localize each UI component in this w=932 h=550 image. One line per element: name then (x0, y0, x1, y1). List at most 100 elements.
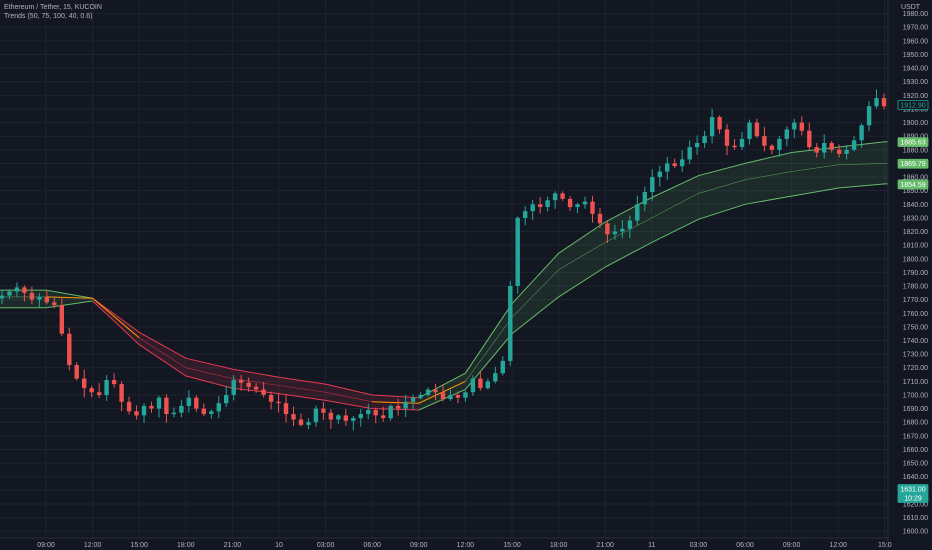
candle-body (687, 147, 692, 160)
symbol-title[interactable]: Ethereum / Tether, 15, KUCOIN (4, 4, 102, 11)
time-tick-label: 10 (275, 542, 283, 549)
candle-body (141, 405, 147, 416)
band-bull-upper (418, 141, 888, 399)
candle-body (500, 360, 505, 374)
candle-body (224, 395, 229, 404)
time-tick-label: 15:00 (503, 542, 521, 549)
candle-body (179, 405, 184, 413)
candle-body (216, 403, 221, 412)
price-label-box (897, 179, 929, 190)
currency-label: USDT (901, 4, 921, 11)
price-tick-label: 1750.00 (903, 324, 928, 331)
candle-body (605, 223, 610, 235)
candle-body (769, 145, 775, 150)
candle-body (373, 410, 378, 416)
candle-body (485, 381, 490, 389)
price-tick-label: 1710.00 (903, 379, 928, 386)
time-tick-label: 03:00 (317, 542, 335, 549)
price-tick-label: 1720.00 (903, 365, 928, 372)
price-tick-label: 1680.00 (903, 420, 928, 427)
time-axis[interactable]: 09:00 12:00 15:00 18:00 21:00 10 03:00 06:00 09:… (37, 542, 891, 549)
time-tick-label: 21:00 (596, 542, 614, 549)
candle-body (837, 149, 842, 154)
price-tick-label: 1730.00 (903, 352, 928, 359)
candle-body (777, 138, 782, 150)
candle-body (283, 403, 289, 415)
time-tick-label: 15:0 (878, 542, 892, 549)
candle-body (680, 159, 685, 167)
chart-legend[interactable]: Ethereum / Tether, 15, KUCOIN Trends (50… (4, 3, 102, 21)
price-labels: 1912.90 1885.63 1869.79 1854.59 1631.00 10:29 (897, 100, 929, 503)
price-tick-label: 1640.00 (903, 474, 928, 481)
time-tick-label: 06:00 (363, 542, 381, 549)
candle-body (67, 333, 72, 365)
price-tick-label: 1670.00 (903, 433, 928, 440)
candle-body (523, 211, 528, 218)
candle-body (388, 405, 393, 419)
candle-body (149, 405, 154, 409)
candle-body (545, 200, 550, 207)
candle-body (246, 382, 251, 387)
candle-body (478, 378, 483, 389)
candle-body (851, 140, 857, 150)
candle-body (493, 373, 498, 382)
candle-body (171, 412, 177, 415)
price-tick-label: 1910.00 (903, 106, 928, 113)
candle-body (552, 193, 558, 201)
candle-body (530, 204, 535, 212)
candle-body (575, 204, 580, 207)
candle-body (433, 389, 438, 393)
price-tick-label: 1770.00 (903, 297, 928, 304)
price-tick-label: 1690.00 (903, 406, 928, 413)
price-tick-label: 1700.00 (903, 392, 928, 399)
candle-body (508, 286, 513, 361)
candle-body (306, 422, 311, 425)
candle-body (425, 389, 431, 395)
candle-body (328, 412, 334, 420)
candle-body (209, 411, 214, 414)
time-tick-label: 09:00 (783, 542, 801, 549)
candle-body (612, 231, 618, 235)
price-tick-label: 1620.00 (903, 501, 928, 508)
price-tick-label: 1610.00 (903, 515, 928, 522)
band-bull-lower (418, 183, 888, 411)
candle-body (762, 136, 767, 146)
candles (0, 89, 887, 431)
indicator-title[interactable]: Trends (50, 75, 100, 40, 0.6) (4, 13, 93, 20)
candle-body (709, 117, 715, 137)
time-tick-label: 03:00 (690, 542, 708, 549)
candle-body (396, 405, 401, 409)
candle-body (874, 98, 879, 107)
time-tick-label: 18:00 (550, 542, 568, 549)
candle-body (792, 122, 797, 130)
candle-body (642, 192, 647, 205)
candle-body (126, 401, 132, 412)
candle-body (291, 414, 296, 420)
candle-body (82, 378, 87, 389)
candle-body (156, 397, 162, 409)
candle-body (52, 302, 57, 306)
candle-body (650, 177, 655, 193)
candle-body (14, 287, 20, 292)
band-bear-mid (92, 298, 419, 404)
price-label: 1885.63 (900, 140, 925, 147)
price-tick-label: 1920.00 (903, 93, 928, 100)
candle-body (732, 145, 737, 148)
candle-body (807, 130, 812, 148)
candle-body (366, 410, 371, 415)
candle-body (672, 163, 677, 167)
price-tick-label: 1890.00 (903, 134, 928, 141)
price-tick-label: 1650.00 (903, 461, 928, 468)
price-label: 1631.00 (900, 486, 925, 493)
time-tick-label: 11 (648, 542, 655, 549)
candle-body (567, 198, 573, 208)
candle-body (89, 388, 94, 393)
candle-body (859, 125, 864, 141)
candle-body (470, 378, 476, 393)
candle-body (253, 386, 259, 390)
candle-body (717, 117, 722, 130)
time-tick-label: 21:00 (224, 542, 242, 549)
candle-body (597, 213, 603, 224)
candle-body (538, 204, 543, 207)
